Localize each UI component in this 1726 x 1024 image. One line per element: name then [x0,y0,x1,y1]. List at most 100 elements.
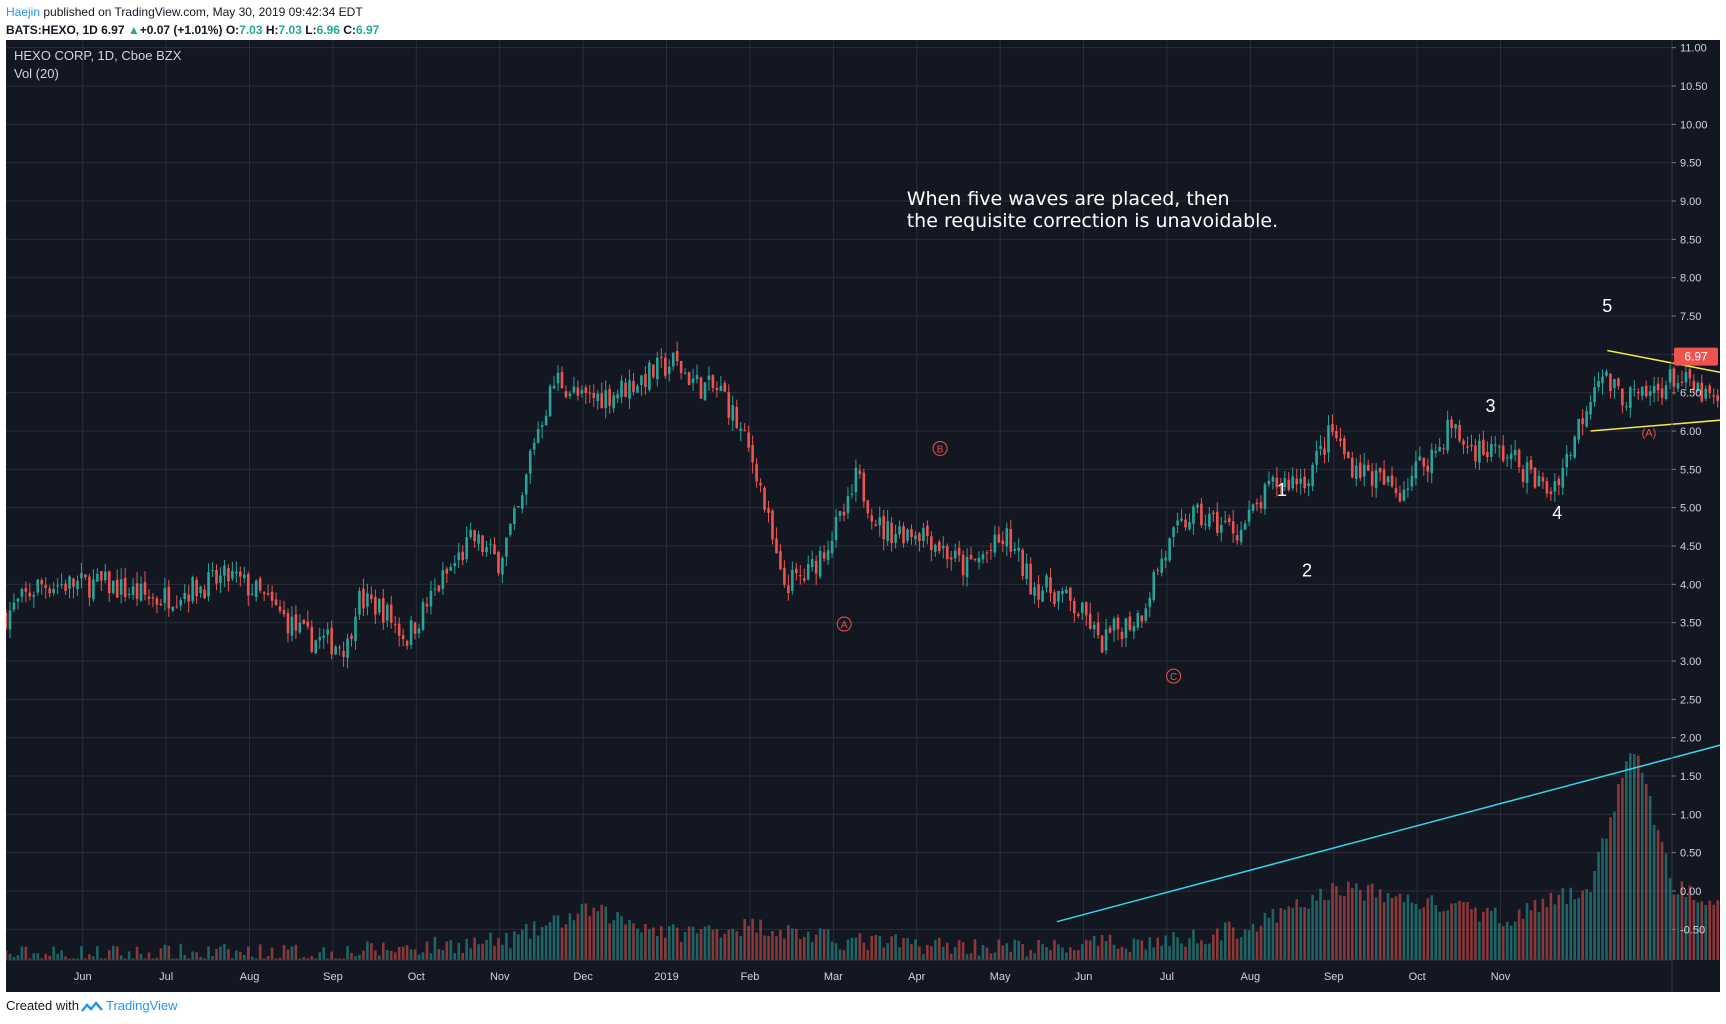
volume-bar [429,953,433,960]
time-tick-label: Jul [159,971,173,983]
candle-body [274,599,278,605]
candle-body [798,575,802,577]
candle-body [795,568,798,574]
volume-bar [1299,907,1302,960]
candle-body [1394,488,1398,494]
volume-bar [1402,902,1406,960]
time-tick-label: Aug [240,971,260,983]
volume-bar [866,949,870,960]
candle-body [397,623,401,636]
time-tick-label: Dec [573,971,593,983]
volume-bar [127,951,131,960]
candle-body [1227,518,1231,523]
candle-body [937,541,941,552]
volume-bar [350,952,353,960]
volume-bar [850,937,854,960]
volume-bar [1303,907,1306,960]
volume-bar [76,958,79,960]
candle-body [1267,480,1271,485]
candle-body [1617,378,1620,387]
volume-bar [628,919,631,960]
candle-body [159,603,163,606]
candle-body [941,545,945,549]
candle-body [1668,369,1672,383]
price-tick-label: 6.50 [1680,388,1701,400]
volume-bar [1271,909,1275,960]
candle-body [727,392,731,418]
volume-bar [1323,899,1326,960]
candle-body [922,528,925,541]
candle-body [1636,391,1640,394]
grid [6,40,1672,960]
candle-body [1092,624,1096,630]
author-link[interactable]: Haejin [6,5,41,19]
volume-bar [600,904,604,960]
candle-body [703,382,707,401]
volume-bar [759,919,762,960]
volume-bar [882,947,885,960]
volume-bar [211,956,214,960]
candle-body [96,573,99,582]
candle-body [568,393,572,397]
candle-body [1005,528,1009,547]
candle-body [1001,540,1005,545]
candle-body [1529,460,1533,470]
volume-bar [1569,887,1573,960]
candle-body [457,552,461,561]
volume-bar [1235,938,1239,960]
volume-bar [314,958,318,960]
candle-body [445,568,449,574]
candle-body [393,624,397,626]
volume-bar [914,939,917,960]
volume-bar [687,926,691,960]
price-tick-label: 9.00 [1680,196,1701,208]
price-axis[interactable]: 11.0010.5010.009.509.008.508.007.507.006… [1672,43,1708,937]
volume-bar [1172,932,1175,960]
candle-body [378,598,381,613]
time-axis[interactable]: Jun Jul Aug Sep Oct Nov Dec 2019 Feb Mar Apr May Jun… [74,971,1511,983]
candle-body [1275,477,1279,488]
candle-body [902,526,905,544]
volume-bar [100,958,103,960]
volume-bar [385,949,389,960]
volume-bar [1061,947,1064,960]
candle-body [997,534,1001,543]
volume-bar [302,957,306,960]
candle-body [723,382,727,392]
candle-body [981,554,985,560]
volume-bar [1164,935,1167,960]
candle-body [1347,452,1350,458]
volume-bar [1200,940,1203,960]
candle-body [1251,504,1255,511]
volume-bar [918,946,921,960]
volume-bar [298,958,302,960]
volume-bar [1410,902,1414,960]
candle-body [608,388,611,406]
candle-body [1370,471,1374,486]
volume-bar [1446,910,1449,960]
volume-bar [826,929,830,960]
high-value: 7.03 [278,23,302,37]
candle-body [1676,383,1680,389]
candle-body [711,374,715,389]
volume-bar [548,922,552,960]
candles [6,341,1719,669]
candle-body [747,432,750,448]
volume-bar [1684,897,1688,960]
candle-body [1446,419,1449,451]
candle-body [1684,372,1688,383]
candle-body [1430,449,1434,474]
volume-bar [930,946,933,960]
candle-body [513,508,516,525]
candle-body [135,583,139,599]
candle-body [1303,476,1306,489]
volume-bar [119,955,123,960]
price-tick-label: 3.00 [1680,656,1701,668]
volume-bar [370,943,373,960]
tradingview-brand-link[interactable]: TradingView [105,998,178,1013]
candle-body [1708,385,1712,394]
volume-bar [1196,943,1199,960]
volume-bar [1057,944,1060,960]
volume-bar [1354,883,1358,960]
